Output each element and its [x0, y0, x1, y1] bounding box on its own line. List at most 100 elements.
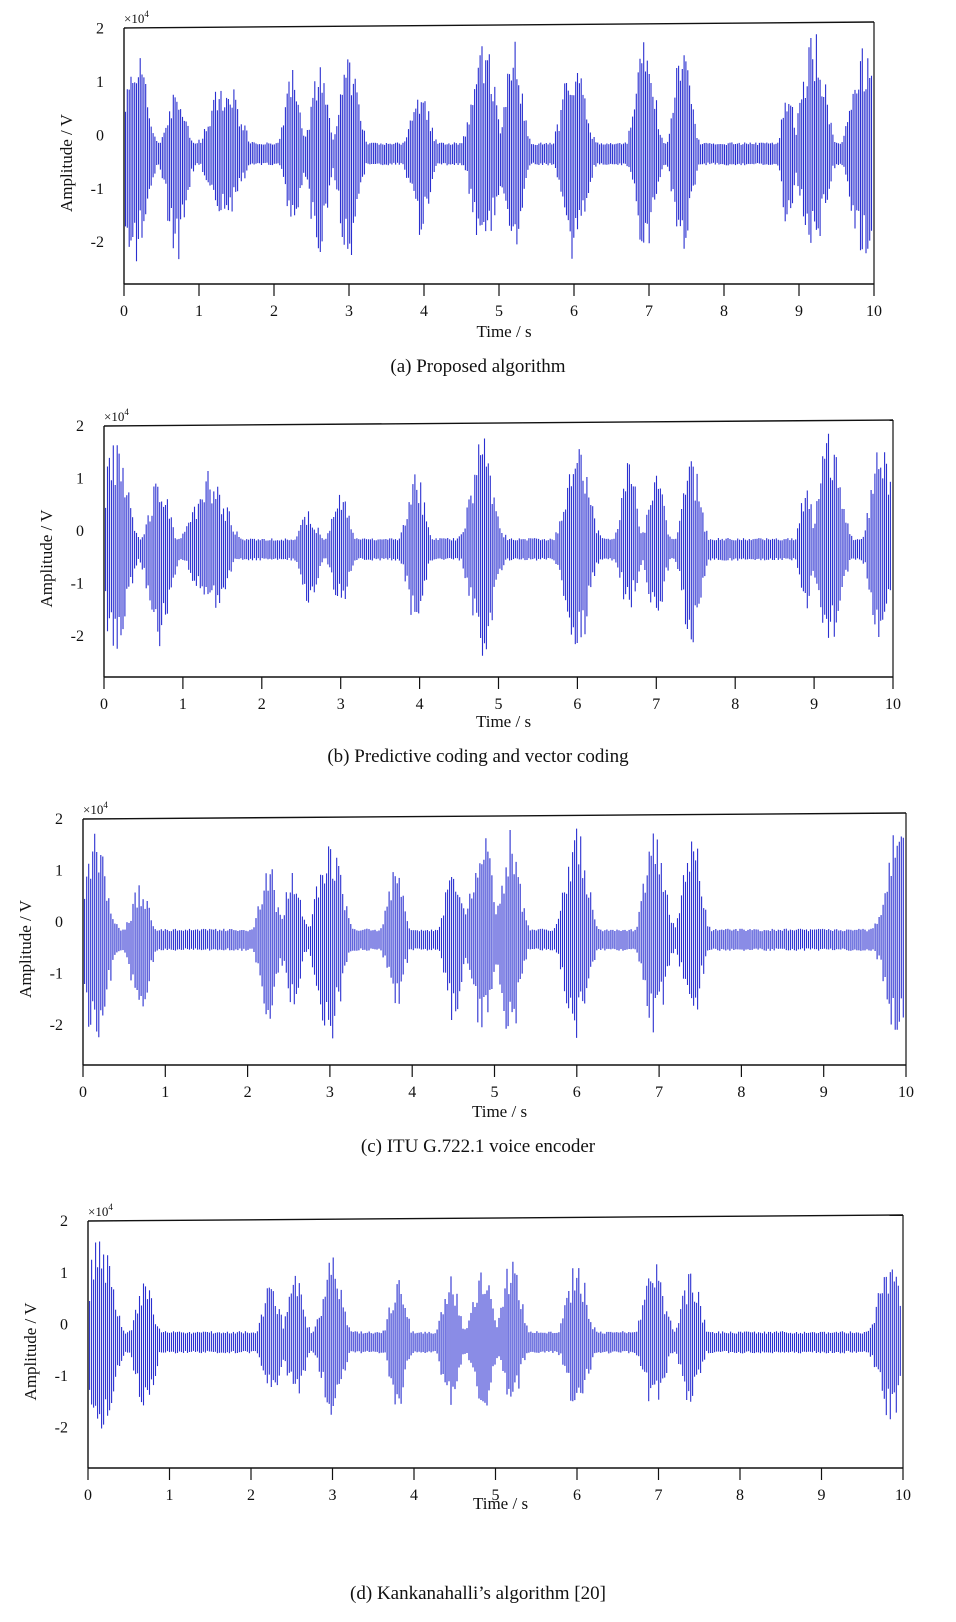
y-multiplier-base: ×10	[88, 1204, 108, 1219]
x-tick-label: 7	[655, 1487, 663, 1504]
y-tick-label: 0	[96, 127, 104, 144]
x-tick-label: 0	[79, 1084, 87, 1101]
y-multiplier-exponent: 4	[144, 9, 149, 19]
y-multiplier: ×104	[124, 9, 149, 26]
x-tick-label: 2	[258, 696, 266, 713]
x-tick-label: 4	[410, 1487, 418, 1504]
y-multiplier-base: ×10	[104, 409, 124, 424]
y-tick-label: -2	[55, 1420, 68, 1437]
y-tick-label: 2	[60, 1213, 68, 1230]
x-tick-label: 7	[645, 303, 653, 320]
x-tick-label: 10	[866, 303, 882, 320]
y-axis-label: Amplitude / V	[16, 899, 35, 998]
x-tick-label: 1	[161, 1084, 169, 1101]
waveform-series	[89, 1241, 901, 1429]
y-tick-label: 0	[76, 523, 84, 540]
x-tick-label: 8	[736, 1487, 744, 1504]
y-tick-label: -1	[55, 1368, 68, 1385]
y-multiplier-exponent: 4	[103, 800, 108, 810]
x-tick-label: 9	[810, 696, 818, 713]
y-tick-label: 0	[60, 1316, 68, 1333]
y-tick-label: -1	[50, 965, 63, 982]
y-tick-label: 2	[55, 811, 63, 828]
y-tick-label: 0	[55, 914, 63, 931]
x-tick-label: 6	[573, 1084, 581, 1101]
y-tick-label: -1	[91, 181, 104, 198]
x-tick-label: 5	[492, 1487, 500, 1504]
y-tick-label: -1	[71, 576, 84, 593]
x-tick-label: 8	[731, 696, 739, 713]
y-tick-label: 1	[76, 471, 84, 488]
y-multiplier-exponent: 4	[108, 1202, 113, 1212]
x-tick-label: 2	[270, 303, 278, 320]
y-tick-label: -2	[50, 1017, 63, 1034]
x-tick-label: 7	[652, 696, 660, 713]
y-multiplier: ×104	[83, 800, 108, 817]
x-tick-label: 1	[179, 696, 187, 713]
chart-caption-d: (d) Kankanahalli’s algorithm [20]	[350, 1583, 606, 1604]
y-axis-label: Amplitude / V	[37, 509, 56, 608]
x-tick-label: 8	[737, 1084, 745, 1101]
top-frame-line	[82, 812, 907, 820]
x-tick-label: 10	[885, 696, 901, 713]
x-tick-label: 10	[898, 1084, 914, 1101]
y-multiplier-exponent: 4	[124, 407, 129, 417]
x-tick-label: 6	[573, 1487, 581, 1504]
x-tick-label: 1	[195, 303, 203, 320]
chart-caption-c: (c) ITU G.722.1 voice encoder	[361, 1136, 596, 1157]
y-tick-label: -2	[91, 234, 104, 251]
x-axis-label: Time / s	[476, 322, 531, 341]
waveform-series	[84, 828, 904, 1039]
chart-panel-b: 0 1 2 3 4 5 6 7 8 9 10 2 1 0 -1 -2 ×104 Time / s Amplitude…	[0, 405, 956, 810]
y-multiplier-base: ×10	[124, 11, 144, 26]
x-tick-label: 6	[570, 303, 578, 320]
x-axis-label: Time / s	[476, 712, 531, 731]
x-tick-label: 7	[655, 1084, 663, 1101]
x-tick-label: 8	[720, 303, 728, 320]
y-multiplier: ×104	[104, 407, 129, 424]
y-tick-label: -2	[71, 628, 84, 645]
y-tick-label: 1	[96, 74, 104, 91]
x-tick-label: 2	[244, 1084, 252, 1101]
x-tick-label: 9	[820, 1084, 828, 1101]
chart-caption-b: (b) Predictive coding and vector coding	[327, 746, 629, 767]
x-tick-label: 4	[420, 303, 428, 320]
x-tick-label: 10	[895, 1487, 911, 1504]
x-tick-label: 4	[408, 1084, 416, 1101]
x-axis-label: Time / s	[473, 1494, 528, 1513]
x-tick-label: 4	[416, 696, 424, 713]
x-tick-label: 5	[495, 696, 503, 713]
waveform-series	[124, 34, 873, 262]
chart-panel-c: 0 1 2 3 4 5 6 7 8 9 10 2 1 0 -1 -2 ×104 Time / s Amplitude…	[0, 800, 956, 1215]
x-tick-label: 5	[491, 1084, 499, 1101]
x-tick-label: 3	[326, 1084, 334, 1101]
chart-panel-a: 0 1 2 3 4 5 6 7 8 9 10 2 1 0 -1 -2 ×104 Time / s Amplitude…	[0, 0, 956, 405]
top-frame-line	[103, 419, 894, 427]
x-tick-label: 0	[120, 303, 128, 320]
x-tick-label: 0	[100, 696, 108, 713]
y-axis-label: Amplitude / V	[57, 113, 76, 212]
y-multiplier-base: ×10	[83, 802, 103, 817]
x-tick-label: 6	[573, 696, 581, 713]
top-frame-line	[87, 1214, 904, 1222]
chart-panel-d: 0 1 2 3 4 5 6 7 8 9 10 2 1 0 -1 -2 ×104 Time / s Amplitude…	[0, 1202, 956, 1620]
y-tick-label: 1	[55, 863, 63, 880]
y-tick-label: 1	[60, 1265, 68, 1282]
x-axis-label: Time / s	[472, 1102, 527, 1121]
x-tick-label: 9	[795, 303, 803, 320]
y-tick-label: 2	[76, 418, 84, 435]
x-tick-label: 0	[84, 1487, 92, 1504]
x-tick-label: 9	[818, 1487, 826, 1504]
top-frame-line	[123, 21, 875, 29]
x-tick-label: 3	[345, 303, 353, 320]
x-tick-label: 3	[329, 1487, 337, 1504]
x-tick-label: 1	[166, 1487, 174, 1504]
chart-caption-a: (a) Proposed algorithm	[390, 356, 565, 377]
y-multiplier: ×104	[88, 1202, 113, 1219]
y-tick-label: 2	[96, 20, 104, 37]
x-tick-label: 3	[337, 696, 345, 713]
